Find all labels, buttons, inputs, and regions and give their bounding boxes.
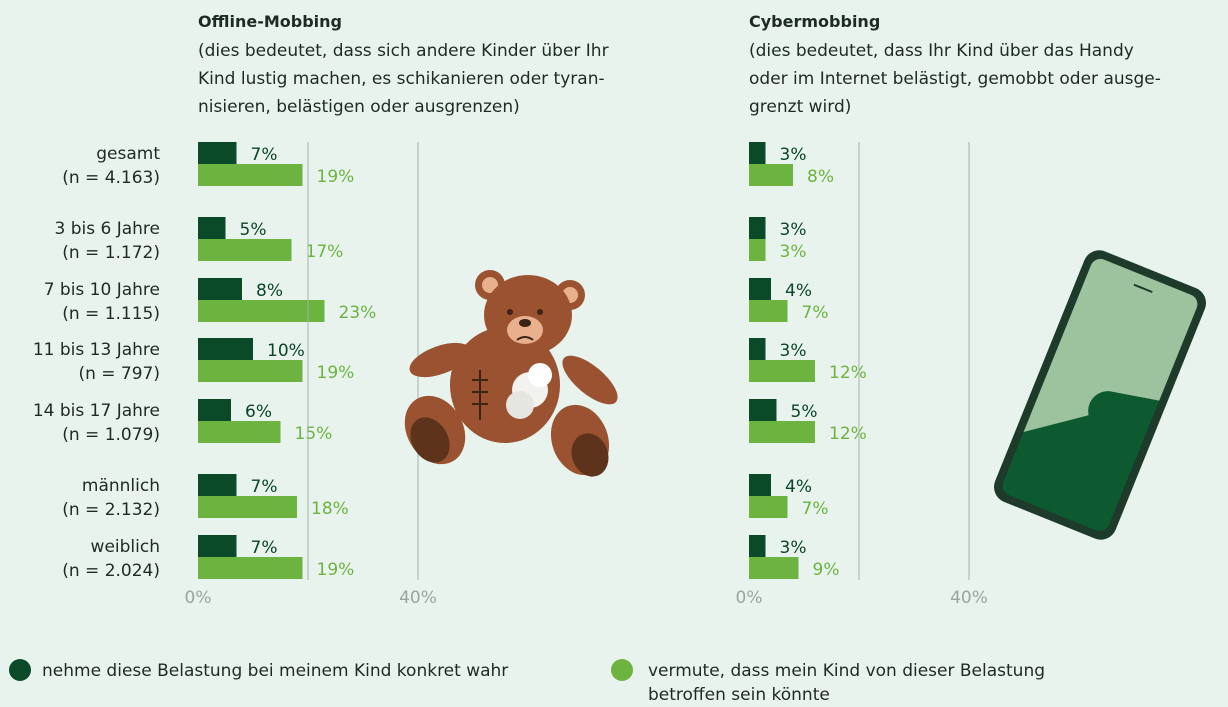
- value-label: 10%: [267, 341, 305, 361]
- value-label: 7%: [802, 303, 829, 323]
- value-label: 8%: [256, 281, 283, 301]
- bar: [749, 399, 777, 421]
- value-label: 19%: [317, 560, 355, 580]
- value-label: 17%: [306, 242, 344, 262]
- bar: [749, 474, 771, 496]
- bar: [749, 142, 766, 164]
- value-label: 12%: [829, 363, 867, 383]
- chart-subtitle: Kind lustig machen, es schikanieren oder…: [198, 69, 605, 89]
- value-label: 7%: [251, 538, 278, 558]
- value-label: 5%: [791, 402, 818, 422]
- chart-subtitle: (dies bedeutet, dass sich andere Kinder …: [198, 41, 609, 61]
- category-label: 14 bis 17 Jahre: [33, 401, 160, 421]
- x-tick-label: 0%: [736, 588, 763, 608]
- bar: [749, 217, 766, 239]
- value-label: 5%: [240, 220, 267, 240]
- value-label: 3%: [780, 341, 807, 361]
- category-label: gesamt: [96, 144, 160, 164]
- sample-size-label: (n = 1.115): [62, 304, 160, 324]
- sample-size-label: (n = 2.024): [62, 561, 160, 581]
- value-label: 3%: [780, 220, 807, 240]
- value-label: 19%: [317, 167, 355, 187]
- bar: [198, 239, 292, 261]
- bar: [198, 278, 242, 300]
- chart-subtitle: (dies bedeutet, dass Ihr Kind über das H…: [749, 41, 1134, 61]
- bar: [749, 278, 771, 300]
- chart-title: Offline-Mobbing: [198, 12, 342, 31]
- value-label: 4%: [785, 281, 812, 301]
- category-label: 7 bis 10 Jahre: [44, 280, 160, 300]
- bar: [198, 217, 226, 239]
- category-label: 3 bis 6 Jahre: [55, 219, 161, 239]
- bar: [198, 421, 281, 443]
- x-tick-label: 40%: [399, 588, 437, 608]
- category-label: männlich: [82, 476, 160, 496]
- value-label: 12%: [829, 424, 867, 444]
- bar: [198, 164, 303, 186]
- legend-swatch: [611, 659, 633, 681]
- value-label: 9%: [813, 560, 840, 580]
- value-label: 3%: [780, 145, 807, 165]
- legend-label: nehme diese Belastung bei meinem Kind ko…: [42, 661, 508, 681]
- category-label: 11 bis 13 Jahre: [33, 340, 160, 360]
- teddy-illustration: [404, 270, 618, 477]
- category-label: weiblich: [91, 537, 160, 557]
- sample-size-label: (n = 4.163): [62, 168, 160, 188]
- bar: [198, 142, 237, 164]
- value-label: 7%: [802, 499, 829, 519]
- bar: [198, 300, 325, 322]
- bar: [749, 535, 766, 557]
- sample-size-label: (n = 1.172): [62, 243, 160, 263]
- value-label: 18%: [311, 499, 349, 519]
- value-label: 8%: [807, 167, 834, 187]
- bar: [749, 164, 793, 186]
- sample-size-label: (n = 797): [78, 364, 160, 384]
- bar: [749, 360, 815, 382]
- x-tick-label: 0%: [185, 588, 212, 608]
- bar: [749, 239, 766, 261]
- sample-size-label: (n = 2.132): [62, 500, 160, 520]
- bar: [198, 474, 237, 496]
- chart-subtitle: oder im Internet belästigt, gemobbt oder…: [749, 69, 1161, 89]
- phone-illustration: [993, 250, 1207, 540]
- bar: [198, 535, 237, 557]
- value-label: 7%: [251, 477, 278, 497]
- bar: [749, 421, 815, 443]
- value-label: 4%: [785, 477, 812, 497]
- legend-swatch: [9, 659, 31, 681]
- bar: [749, 496, 788, 518]
- bar: [198, 399, 231, 421]
- chart-title: Cybermobbing: [749, 12, 880, 31]
- bar: [749, 557, 799, 579]
- value-label: 19%: [317, 363, 355, 383]
- bar: [198, 557, 303, 579]
- legend-label: vermute, dass mein Kind von dieser Belas…: [648, 661, 1045, 705]
- bar: [749, 300, 788, 322]
- x-tick-label: 40%: [950, 588, 988, 608]
- value-label: 6%: [245, 402, 272, 422]
- bar: [749, 338, 766, 360]
- chart-subtitle: nisieren, belästigen oder ausgrenzen): [198, 97, 520, 117]
- bar: [198, 496, 297, 518]
- value-label: 7%: [251, 145, 278, 165]
- value-label: 15%: [295, 424, 333, 444]
- value-label: 3%: [780, 538, 807, 558]
- sample-size-label: (n = 1.079): [62, 425, 160, 445]
- bar: [198, 360, 303, 382]
- chart-subtitle: grenzt wird): [749, 97, 851, 117]
- bar: [198, 338, 253, 360]
- value-label: 3%: [780, 242, 807, 262]
- value-label: 23%: [339, 303, 377, 323]
